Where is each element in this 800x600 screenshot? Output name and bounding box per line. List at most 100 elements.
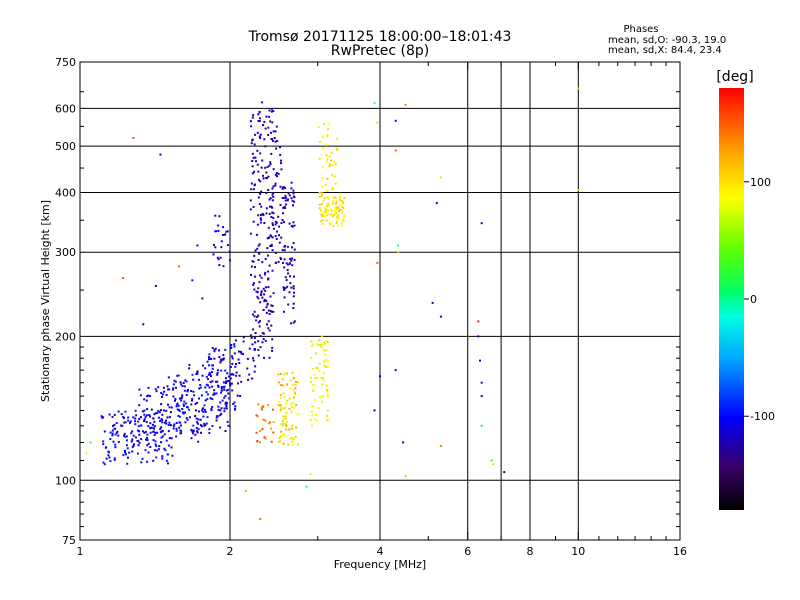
- data-point: [271, 206, 274, 209]
- data-point: [249, 199, 252, 202]
- y-axis-label: Stationary phase Virtual Height [km]: [39, 200, 52, 402]
- data-point: [122, 415, 125, 418]
- data-point: [272, 168, 275, 171]
- data-point: [214, 214, 217, 217]
- data-point: [271, 121, 274, 124]
- data-point: [188, 408, 191, 411]
- data-point: [237, 358, 240, 361]
- x-tick-labels: 1 2 4 6 8 10 16: [77, 545, 688, 558]
- data-point: [330, 164, 333, 167]
- data-point: [293, 248, 296, 251]
- data-point: [153, 420, 156, 423]
- data-point: [321, 135, 324, 138]
- data-point: [250, 337, 253, 339]
- data-point: [218, 264, 221, 267]
- data-point: [323, 342, 326, 345]
- data-point: [259, 293, 262, 296]
- data-point: [262, 124, 265, 126]
- data-point: [292, 242, 295, 244]
- data-point: [273, 137, 276, 139]
- data-point: [225, 382, 227, 385]
- data-point: [295, 426, 298, 429]
- data-point: [196, 401, 198, 404]
- data-point: [332, 214, 335, 217]
- data-point: [192, 378, 195, 381]
- data-point: [272, 130, 275, 133]
- data-point: [328, 155, 331, 158]
- data-point: [309, 419, 312, 421]
- data-point: [320, 213, 323, 216]
- data-point: [134, 417, 137, 420]
- data-point: [205, 383, 208, 386]
- data-point: [257, 244, 260, 247]
- data-point: [265, 176, 268, 179]
- data-point: [225, 389, 228, 392]
- data-point: [262, 405, 265, 408]
- data-point: [244, 489, 247, 492]
- data-point: [235, 339, 237, 342]
- data-point: [180, 383, 183, 386]
- data-point: [280, 372, 282, 375]
- data-point: [242, 353, 244, 355]
- data-point: [139, 416, 142, 419]
- data-point: [321, 219, 324, 222]
- data-point: [281, 187, 284, 190]
- data-point: [271, 408, 274, 411]
- data-point: [258, 243, 261, 246]
- data-point: [160, 441, 162, 444]
- data-point: [138, 433, 141, 436]
- data-point: [191, 279, 194, 282]
- data-point: [340, 211, 343, 214]
- data-point: [158, 411, 161, 414]
- data-point: [327, 360, 330, 363]
- data-point: [184, 379, 187, 382]
- data-point: [326, 395, 329, 398]
- y-tick-label: 300: [55, 246, 76, 259]
- data-point: [277, 172, 280, 175]
- data-point: [274, 262, 277, 264]
- data-point: [282, 442, 285, 445]
- data-point: [115, 422, 118, 424]
- data-point: [332, 225, 335, 227]
- data-point: [309, 380, 312, 383]
- data-point: [155, 445, 158, 448]
- data-point: [316, 343, 319, 346]
- data-point: [181, 385, 184, 387]
- data-point: [256, 247, 259, 250]
- data-point: [439, 444, 442, 447]
- data-point: [191, 430, 194, 433]
- data-point: [165, 409, 168, 412]
- data-point: [326, 418, 329, 421]
- data-point: [280, 168, 283, 171]
- data-point: [336, 137, 339, 140]
- data-point: [259, 133, 262, 136]
- data-point: [323, 197, 326, 200]
- data-point: [194, 433, 197, 436]
- data-point: [260, 205, 263, 208]
- data-point: [145, 399, 148, 402]
- data-point: [330, 213, 333, 216]
- data-point: [264, 419, 267, 422]
- data-point: [182, 403, 185, 406]
- data-point: [149, 415, 151, 418]
- data-point: [159, 431, 162, 434]
- data-point: [143, 418, 146, 421]
- data-point: [290, 259, 293, 262]
- data-point: [291, 246, 293, 249]
- data-point: [292, 192, 295, 195]
- data-point: [274, 235, 277, 237]
- data-point: [250, 265, 253, 268]
- data-point: [161, 435, 164, 438]
- data-point: [290, 403, 293, 406]
- data-point: [192, 429, 195, 432]
- data-point: [224, 430, 227, 432]
- data-point: [312, 343, 315, 346]
- data-point: [318, 207, 321, 210]
- data-point: [102, 461, 105, 464]
- data-point: [217, 384, 220, 387]
- data-point: [325, 219, 328, 222]
- y-tick-label: 100: [55, 474, 76, 487]
- data-point: [217, 229, 220, 232]
- data-point: [318, 339, 321, 342]
- data-point: [174, 380, 177, 383]
